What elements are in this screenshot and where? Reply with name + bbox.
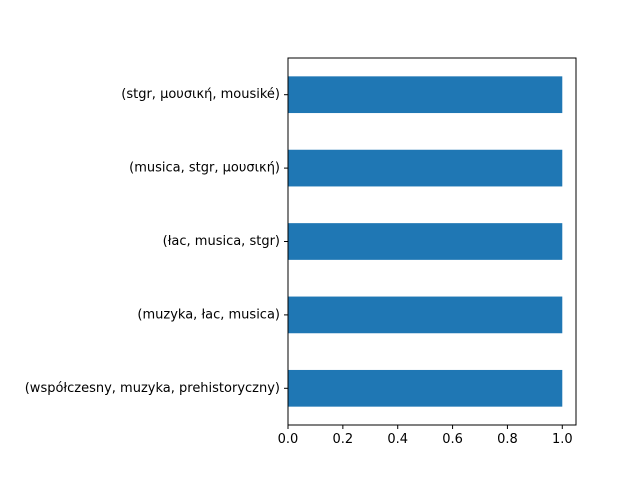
x-ticks-group: 0.0 0.2 0.4 0.6 0.8 1.0 bbox=[278, 425, 573, 447]
bar bbox=[288, 369, 563, 407]
y-tick-label: (musica, stgr, μουσική) bbox=[129, 161, 280, 176]
x-tick-label: 1.0 bbox=[552, 432, 573, 447]
y-tick-label: (muzyka, łac, musica) bbox=[137, 307, 280, 322]
y-tick-label: (współczesny, muzyka, prehistoryczny) bbox=[25, 381, 280, 396]
x-tick-label: 0.2 bbox=[333, 432, 354, 447]
bars-group bbox=[288, 76, 563, 407]
y-ticks-group: (współczesny, muzyka, prehistoryczny) (mu… bbox=[25, 87, 288, 396]
y-tick-label: (łac, musica, stgr) bbox=[163, 234, 280, 249]
bar bbox=[288, 296, 563, 334]
x-tick-label: 0.6 bbox=[442, 432, 463, 447]
x-tick-label: 0.8 bbox=[497, 432, 518, 447]
x-tick-label: 0.4 bbox=[387, 432, 408, 447]
bar bbox=[288, 149, 563, 187]
bar bbox=[288, 76, 563, 114]
bar bbox=[288, 223, 563, 260]
y-tick-label: (stgr, μουσική, mousiké) bbox=[121, 87, 280, 102]
x-tick-label: 0.0 bbox=[278, 432, 299, 447]
